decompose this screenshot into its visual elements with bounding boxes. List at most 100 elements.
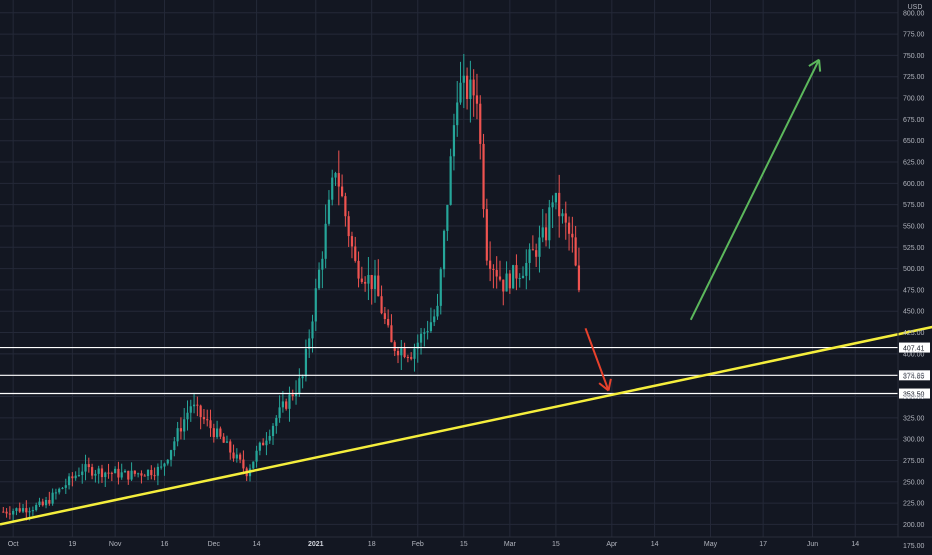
candle-body bbox=[262, 442, 265, 446]
x-tick-label: 2021 bbox=[308, 541, 324, 548]
candle-body bbox=[81, 471, 84, 475]
grid-lines bbox=[0, 0, 898, 537]
candle-body bbox=[44, 499, 48, 506]
candle-body bbox=[334, 173, 337, 178]
candle-body bbox=[235, 454, 238, 459]
candle-body bbox=[446, 204, 449, 231]
candle-body bbox=[291, 394, 294, 397]
x-tick-label: 17 bbox=[759, 541, 767, 548]
y-tick-label: 700.00 bbox=[903, 96, 925, 103]
up-arrow-head bbox=[808, 58, 820, 67]
candle-body bbox=[489, 260, 492, 269]
candle-body bbox=[436, 305, 439, 317]
candle-body bbox=[21, 508, 25, 512]
y-tick-label: 675.00 bbox=[903, 117, 925, 124]
candle-body bbox=[156, 466, 159, 476]
x-tick-label: Apr bbox=[606, 541, 618, 548]
candle-body bbox=[58, 488, 61, 493]
candle-body bbox=[222, 436, 225, 443]
candle-body bbox=[472, 79, 475, 96]
candle-body bbox=[146, 469, 150, 477]
candle-body bbox=[77, 474, 81, 476]
candle-body bbox=[196, 404, 199, 406]
candle-body bbox=[94, 473, 97, 476]
candle-body bbox=[367, 275, 370, 284]
candle-body bbox=[38, 501, 41, 506]
candle-body bbox=[577, 265, 581, 291]
candle-body bbox=[541, 227, 544, 238]
y-tick-label: 575.00 bbox=[903, 202, 925, 209]
candle-body bbox=[462, 75, 465, 83]
candle-body bbox=[252, 461, 255, 469]
candle-body bbox=[232, 452, 235, 459]
candle-body bbox=[281, 401, 284, 408]
candle-body bbox=[574, 237, 577, 266]
candle-body bbox=[140, 473, 143, 476]
candle-body bbox=[551, 202, 554, 208]
candle-body bbox=[357, 260, 360, 279]
candle-body bbox=[189, 406, 192, 413]
level-price-tag bbox=[899, 342, 930, 353]
candle-body bbox=[84, 464, 87, 472]
candle-body bbox=[179, 428, 183, 432]
candle-body bbox=[538, 237, 541, 257]
y-tick-label: 350.00 bbox=[903, 394, 925, 401]
y-tick-label: 400.00 bbox=[903, 351, 925, 358]
candle-body bbox=[354, 246, 357, 261]
candle-body bbox=[285, 401, 288, 409]
candle-body bbox=[426, 331, 429, 333]
candle-body bbox=[482, 143, 485, 210]
candle-body bbox=[360, 278, 363, 282]
time-axis: Oct 19 Nov 16 Dec 14 2021 18 Feb 15 Mar 15 Apr 14 May 1… bbox=[8, 541, 860, 548]
candle-body bbox=[512, 265, 515, 289]
x-tick-label: May bbox=[704, 541, 718, 548]
candle-body bbox=[423, 332, 426, 334]
candle-body bbox=[377, 275, 380, 297]
candle-body bbox=[278, 407, 281, 418]
candle-body bbox=[567, 222, 571, 234]
candle-body bbox=[525, 262, 528, 276]
candle-body bbox=[87, 464, 90, 468]
candle-body bbox=[173, 441, 176, 451]
candle-body bbox=[215, 428, 219, 438]
candle-body bbox=[364, 281, 367, 284]
x-tick-label: Dec bbox=[208, 541, 221, 548]
candle-body bbox=[413, 348, 416, 359]
y-tick-label: 800.00 bbox=[903, 10, 925, 17]
candle-body bbox=[396, 350, 400, 356]
candle-body bbox=[419, 333, 423, 343]
candle-body bbox=[370, 275, 373, 289]
candle-body bbox=[8, 513, 11, 515]
arrow-layer bbox=[584, 58, 822, 392]
candle-body bbox=[160, 466, 163, 468]
x-tick-label: Feb bbox=[412, 541, 424, 548]
up-arrow-head bbox=[818, 59, 822, 72]
candle-body bbox=[571, 233, 574, 238]
candle-body bbox=[387, 319, 390, 326]
candle-body bbox=[390, 325, 393, 343]
candle-body bbox=[176, 428, 179, 442]
candle-body bbox=[18, 508, 21, 512]
candle-body bbox=[400, 348, 403, 356]
candle-body bbox=[91, 467, 94, 476]
candle-body bbox=[298, 378, 301, 394]
y-tick-label: 375.00 bbox=[903, 373, 925, 380]
trendline-layer bbox=[0, 325, 932, 526]
candle-body bbox=[294, 393, 298, 397]
x-tick-label: 15 bbox=[460, 541, 468, 548]
y-tick-label: 725.00 bbox=[903, 74, 925, 81]
x-tick-label: Oct bbox=[8, 541, 19, 548]
y-tick-label: 600.00 bbox=[903, 181, 925, 188]
candle-body bbox=[74, 475, 77, 479]
candle-body bbox=[317, 269, 321, 289]
candle-body bbox=[51, 492, 54, 504]
candle-body bbox=[271, 425, 275, 437]
candle-body bbox=[31, 510, 34, 512]
candle-body bbox=[308, 338, 311, 349]
candle-body bbox=[403, 348, 406, 357]
candle-body bbox=[393, 342, 396, 351]
down-arrow-head bbox=[607, 378, 612, 391]
candle-body bbox=[475, 95, 479, 104]
candle-body bbox=[67, 476, 71, 486]
candle-body bbox=[515, 265, 518, 279]
